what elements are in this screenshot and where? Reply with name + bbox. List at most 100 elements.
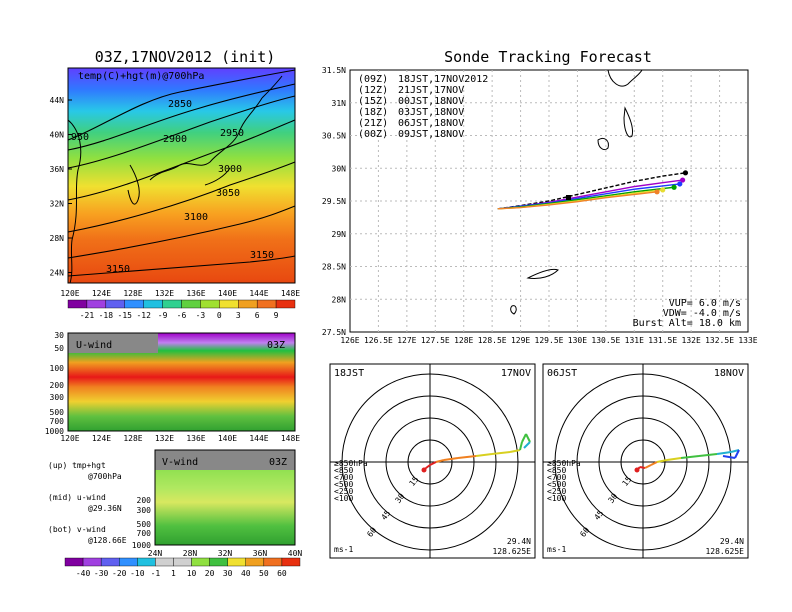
- uwind-label-box: [68, 333, 158, 353]
- hodograph-date: 17NOV: [501, 368, 531, 379]
- track-legend-label: 03JST,18NOV: [398, 107, 464, 118]
- tracking-lat-tick: 31.5N: [322, 66, 346, 75]
- vwind-y-tick: 300: [137, 506, 152, 515]
- tracking-lon-tick: 132.5E: [705, 336, 734, 345]
- uwind-x-tick: 120E: [60, 434, 79, 443]
- wind-cb-swatch: [100, 557, 120, 567]
- hodograph-origin-dot: [634, 467, 640, 473]
- tracking-lon-tick: 127.5E: [421, 336, 450, 345]
- uwind-x-tick: 140E: [218, 434, 237, 443]
- contour-label: 3000: [218, 164, 242, 175]
- hodograph-level-label: <850: [547, 466, 566, 475]
- map-lon-tick: 144E: [249, 289, 268, 298]
- tracking-lat-tick: 27.5N: [322, 328, 346, 337]
- wind-cb-swatch: [191, 557, 210, 567]
- temp-cb-label: -6: [177, 311, 187, 320]
- track-legend-code: (21Z): [358, 118, 388, 129]
- temp-cb-label: 0: [217, 311, 222, 320]
- track-legend-code: (12Z): [358, 85, 388, 96]
- vwind-x-tick: 40N: [288, 549, 303, 558]
- legend-line-2: @700hPa: [88, 472, 122, 481]
- track-series: [497, 170, 689, 210]
- temp-cb-swatch: [256, 299, 277, 309]
- hodograph-segment: [722, 455, 736, 459]
- param-vup: VUP= 6.0 m/s: [669, 298, 741, 309]
- track-line: [497, 191, 658, 210]
- hodograph-time: 06JST: [547, 368, 577, 379]
- temp-colorbar: -21 -18 -15 -12 -9 -6 -3 0 3 6 9: [67, 299, 296, 320]
- vwind-x-tick: 36N: [253, 549, 268, 558]
- wind-cb-label: -40: [76, 569, 91, 578]
- hodograph-origin-dot: [421, 467, 427, 473]
- uwind-y-tick: 50: [54, 344, 64, 353]
- track-legend-code: (00Z): [358, 129, 388, 140]
- uwind-x-tick: 144E: [249, 434, 268, 443]
- tracking-lon-tick: 130E: [568, 336, 587, 345]
- hodograph-segment: [523, 441, 531, 449]
- temp-cb-swatch: [181, 299, 201, 309]
- coastlines: [67, 75, 283, 284]
- contour-label: 3150: [106, 264, 130, 275]
- contour-label: 3100: [184, 212, 208, 223]
- temp-cb-swatch: [275, 299, 296, 309]
- hodograph-level-label: ≥850hPa: [547, 459, 581, 468]
- tracking-lon-ticks: 126E 126.5E 127E 127.5E 128E 128.5E 129E 129.5E…: [340, 336, 757, 345]
- panel-legend: (up) tmp+hgt @700hPa (mid) u-wind @29.36…: [48, 461, 127, 545]
- temp-cb-swatch: [200, 299, 220, 309]
- wind-cb-swatch: [82, 557, 102, 567]
- tracking-lat-tick: 30.5N: [322, 132, 346, 141]
- uwind-x-tick: 128E: [123, 434, 142, 443]
- track-legend-label: 09JST,18NOV: [398, 129, 464, 140]
- map-lon-ticks: 120E 124E 128E 132E 136E 140E 144E 148E: [60, 289, 300, 298]
- contour-labels: 2850 2900 2950 950 3000 3050 3100 3150 3150: [71, 99, 274, 275]
- contour-label: 3150: [250, 250, 274, 261]
- temp-cb-swatch: [238, 299, 258, 309]
- contour-label: 950: [71, 132, 89, 143]
- map-lat-tick: 36N: [50, 165, 65, 174]
- uwind-time: 03Z: [267, 340, 285, 351]
- vwind-x-tick: 24N: [148, 549, 163, 558]
- hodograph-level-label: <100: [547, 494, 566, 503]
- contour-label: 3050: [216, 188, 240, 199]
- temp-map: 2850 2900 2950 950 3000 3050 3100 3150 3150 temp…: [50, 67, 300, 298]
- hodograph-level-label: <850: [334, 466, 353, 475]
- uwind-y-tick: 1000: [45, 427, 64, 436]
- map-lon-tick: 136E: [186, 289, 205, 298]
- vwind-y-tick: 1000: [132, 541, 151, 550]
- uwind-x-tick: 132E: [155, 434, 174, 443]
- tracking-lat-ticks: 31.5N 31N 30.5N 30N 29.5N 29N 28.5N 28N 27.5N: [322, 66, 346, 337]
- legend-line-1: (up) tmp+hgt: [48, 461, 106, 470]
- hodograph-level-label: <700: [334, 473, 353, 482]
- hodograph-segment: [519, 441, 523, 451]
- tracking-lat-tick: 29N: [332, 230, 347, 239]
- track-endpoint: [682, 170, 689, 176]
- track-legend-label: 18JST,17NOV2012: [398, 74, 488, 85]
- temp-cb-swatch: [162, 299, 182, 309]
- temp-cb-label: 9: [274, 311, 279, 320]
- track-legend: (09Z) 18JST,17NOV2012 (12Z) 21JST,17NOV (15Z…: [358, 74, 488, 140]
- height-contours: [67, 69, 296, 277]
- map-lon-tick: 132E: [155, 289, 174, 298]
- uwind-frame: [67, 332, 296, 432]
- track-legend-code: (09Z): [358, 74, 388, 85]
- uwind-y-tick: 500: [50, 408, 65, 417]
- tracking-lon-tick: 128E: [454, 336, 473, 345]
- wind-cb-swatch: [263, 557, 283, 567]
- uwind-x-ticks: 120E 124E 128E 132E 136E 140E 144E 148E: [60, 434, 300, 443]
- track-line: [497, 172, 686, 210]
- uwind-y-tick: 100: [50, 364, 65, 373]
- uwind-y-tick: 30: [54, 331, 64, 340]
- hodograph-lon: 128.625E: [492, 547, 531, 556]
- hodograph-unit: ms-1: [334, 545, 353, 554]
- map-lat-ticks: 44N 40N 36N 32N 28N 24N: [50, 96, 72, 278]
- wind-cb-swatch: [209, 557, 228, 567]
- legend-line-5: (bot) v-wind: [48, 525, 106, 534]
- track-endpoint: [671, 184, 677, 190]
- wind-cb-label: 30: [223, 569, 233, 578]
- temp-cb-label: -3: [196, 311, 206, 320]
- tracking-lon-tick: 126E: [340, 336, 359, 345]
- wind-cb-label: 20: [205, 569, 215, 578]
